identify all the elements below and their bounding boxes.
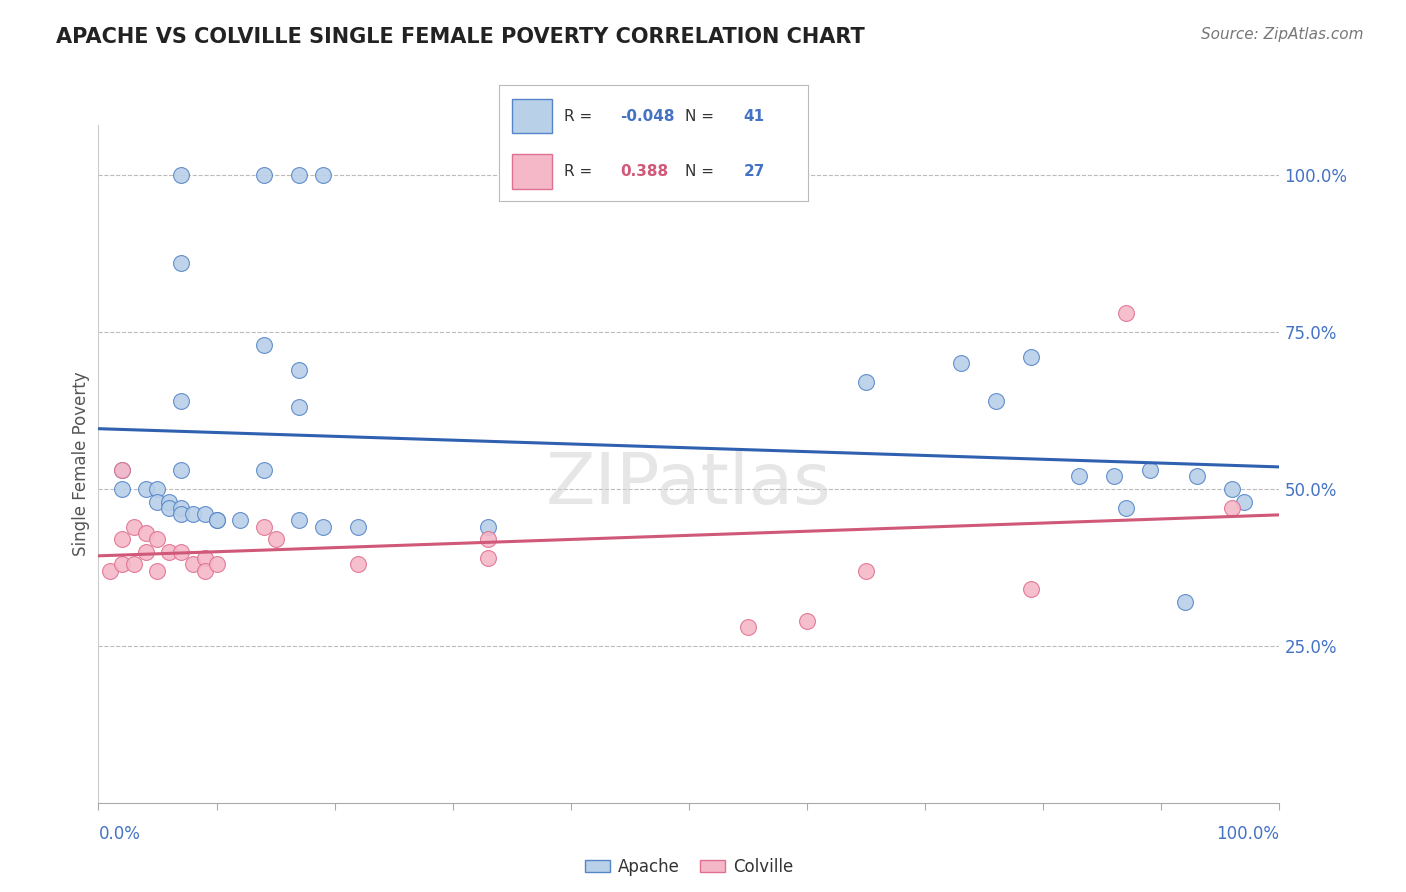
Point — [111, 558, 134, 572]
Point — [1233, 494, 1256, 508]
Point — [1185, 469, 1208, 483]
Point — [1139, 463, 1161, 477]
Point — [98, 564, 121, 578]
Point — [111, 532, 134, 546]
Point — [1220, 482, 1243, 496]
Point — [194, 551, 217, 566]
Point — [205, 513, 228, 527]
Point — [170, 463, 193, 477]
Point — [122, 519, 145, 533]
Text: -0.048: -0.048 — [620, 109, 675, 124]
Point — [205, 558, 228, 572]
Point — [288, 362, 311, 376]
Point — [855, 376, 877, 390]
Point — [264, 532, 287, 546]
Point — [135, 525, 157, 540]
Point — [157, 500, 180, 515]
Point — [111, 463, 134, 477]
Point — [312, 168, 335, 182]
Point — [1220, 500, 1243, 515]
Point — [170, 256, 193, 270]
Text: APACHE VS COLVILLE SINGLE FEMALE POVERTY CORRELATION CHART: APACHE VS COLVILLE SINGLE FEMALE POVERTY… — [56, 27, 865, 46]
Point — [796, 614, 818, 628]
Point — [146, 494, 169, 508]
Point — [1021, 582, 1043, 597]
Text: R =: R = — [564, 164, 602, 179]
Text: R =: R = — [564, 109, 598, 124]
Point — [111, 482, 134, 496]
Text: 27: 27 — [744, 164, 765, 179]
Text: 41: 41 — [744, 109, 765, 124]
Point — [253, 519, 276, 533]
FancyBboxPatch shape — [512, 99, 551, 134]
Text: 0.0%: 0.0% — [98, 825, 141, 843]
Point — [477, 519, 499, 533]
Point — [111, 463, 134, 477]
FancyBboxPatch shape — [512, 154, 551, 189]
Point — [157, 494, 180, 508]
Point — [135, 482, 157, 496]
Point — [170, 507, 193, 521]
Point — [170, 545, 193, 559]
Point — [1174, 595, 1197, 609]
Y-axis label: Single Female Poverty: Single Female Poverty — [72, 372, 90, 556]
Text: 100.0%: 100.0% — [1216, 825, 1279, 843]
Point — [1021, 350, 1043, 364]
Point — [1067, 469, 1090, 483]
Point — [194, 507, 217, 521]
Point — [229, 513, 252, 527]
Point — [984, 394, 1007, 409]
Point — [288, 513, 311, 527]
Point — [737, 620, 759, 634]
Point — [949, 356, 972, 370]
Text: Source: ZipAtlas.com: Source: ZipAtlas.com — [1201, 27, 1364, 42]
Point — [205, 513, 228, 527]
Point — [288, 168, 311, 182]
Text: N =: N = — [685, 109, 718, 124]
Point — [312, 519, 335, 533]
Point — [477, 532, 499, 546]
Point — [347, 519, 370, 533]
Point — [170, 394, 193, 409]
Point — [157, 545, 180, 559]
Legend: Apache, Colville: Apache, Colville — [578, 851, 800, 882]
Point — [146, 532, 169, 546]
Point — [135, 545, 157, 559]
Point — [181, 507, 204, 521]
Point — [477, 551, 499, 566]
Point — [194, 564, 217, 578]
Point — [253, 337, 276, 351]
Point — [1102, 469, 1125, 483]
Point — [1115, 500, 1137, 515]
Text: N =: N = — [685, 164, 718, 179]
Point — [855, 564, 877, 578]
Point — [253, 463, 276, 477]
Point — [170, 500, 193, 515]
Point — [146, 564, 169, 578]
Point — [288, 401, 311, 415]
Point — [253, 168, 276, 182]
Point — [347, 558, 370, 572]
Point — [170, 168, 193, 182]
Text: 0.388: 0.388 — [620, 164, 668, 179]
Point — [1115, 306, 1137, 320]
Point — [146, 482, 169, 496]
Point — [122, 558, 145, 572]
Text: ZIPatlas: ZIPatlas — [546, 450, 832, 518]
Point — [181, 558, 204, 572]
